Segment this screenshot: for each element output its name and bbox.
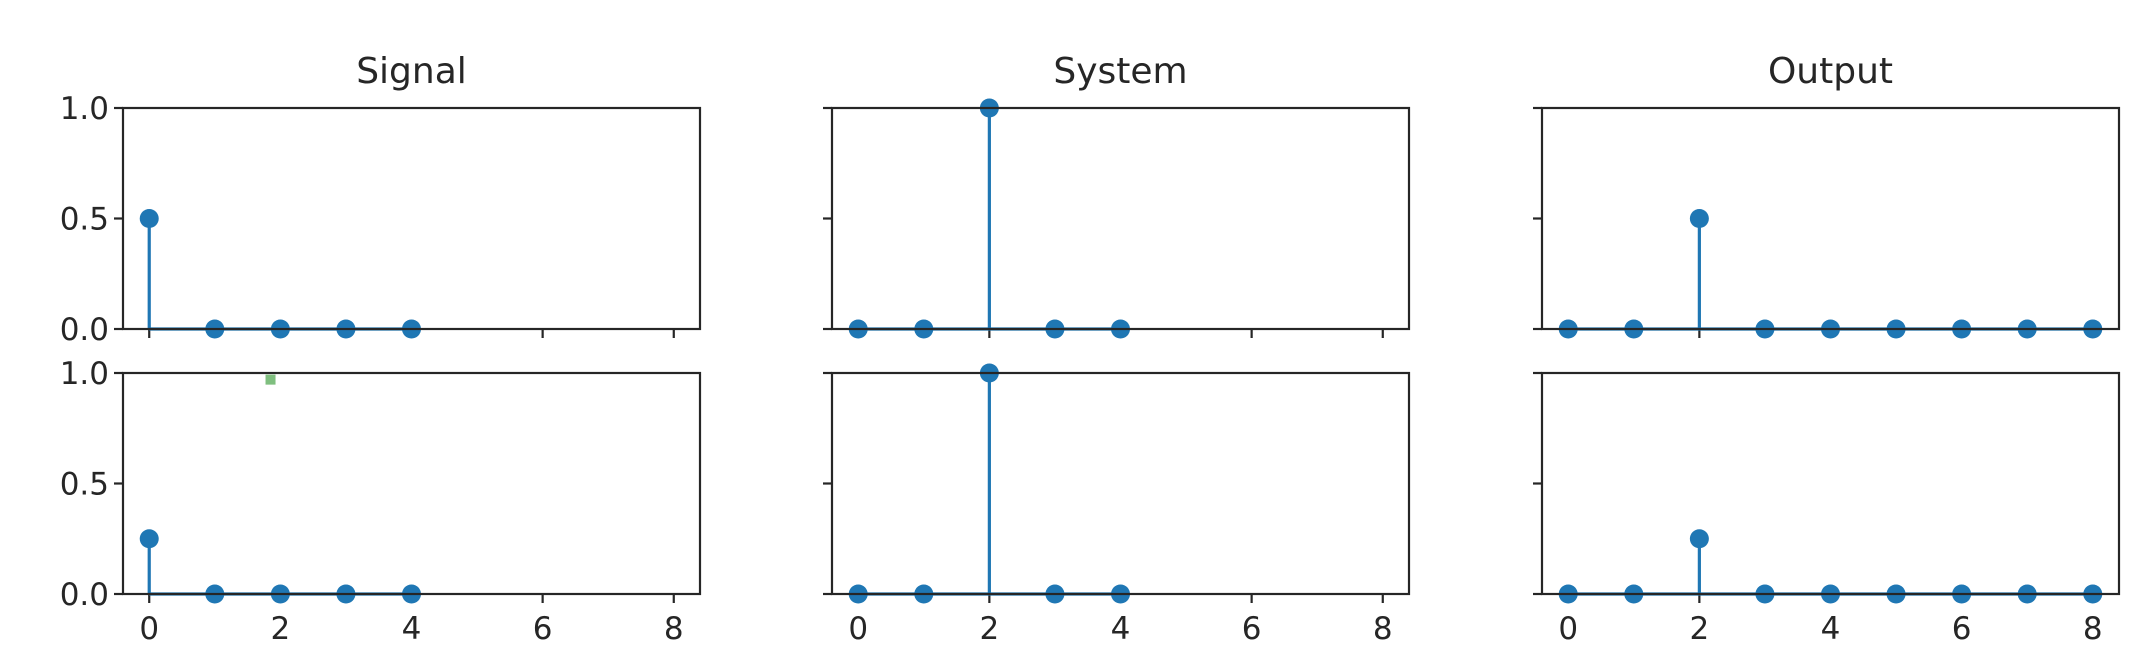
subplot-r0c1: System [823, 51, 1411, 339]
x-tick-label: 6 [533, 611, 553, 647]
x-tick-label: 6 [1952, 611, 1972, 647]
x-tick-label: 8 [664, 611, 684, 647]
axes-frame [121, 371, 702, 596]
stem-marker-2 [1689, 209, 1709, 228]
subplot-title: System [1053, 51, 1187, 92]
subplot-r0c0: Signal 0.0 0.5 1.0 [60, 51, 702, 348]
stem-marker-2 [1689, 529, 1709, 549]
x-tick-label: 0 [848, 611, 868, 647]
axes-frame [830, 371, 1411, 596]
axes-frame [1540, 106, 2121, 331]
x-tick-label: 2 [979, 611, 999, 647]
subplot-title: Output [1768, 51, 1893, 92]
x-tick-label: 0 [1558, 611, 1578, 647]
y-tick-label: 0.5 [60, 467, 109, 503]
subplot-r1c0: 0.0 0.5 1.0 0 2 4 6 8 [60, 356, 702, 647]
y-tick-label: 0.0 [60, 312, 109, 348]
stem-marker-0 [139, 529, 159, 549]
subplot-title: Signal [356, 51, 467, 92]
x-tick-label: 4 [1111, 611, 1131, 647]
x-tick-label: 2 [1689, 611, 1709, 647]
subplot-r1c2: 0 2 4 6 8 [1533, 371, 2121, 647]
x-tick-label: 4 [1821, 611, 1841, 647]
y-tick-label: 1.0 [60, 91, 109, 127]
x-tick-label: 2 [270, 611, 290, 647]
x-tick-label: 4 [402, 611, 422, 647]
extra-marker [265, 374, 276, 385]
x-tick-label: 0 [139, 611, 159, 647]
axes-frame [1540, 371, 2121, 596]
stem-marker-0 [139, 209, 159, 228]
axes-frame [830, 106, 1411, 331]
y-tick-label: 0.5 [60, 202, 109, 238]
x-tick-label: 6 [1242, 611, 1262, 647]
y-tick-label: 0.0 [60, 577, 109, 613]
x-tick-label: 8 [1373, 611, 1393, 647]
subplot-r1c1: 0 2 4 6 8 [823, 363, 1411, 647]
y-tick-label: 1.0 [60, 356, 109, 392]
axes-frame [121, 106, 702, 331]
x-tick-label: 8 [2083, 611, 2103, 647]
subplot-r0c2: Output [1533, 51, 2121, 339]
